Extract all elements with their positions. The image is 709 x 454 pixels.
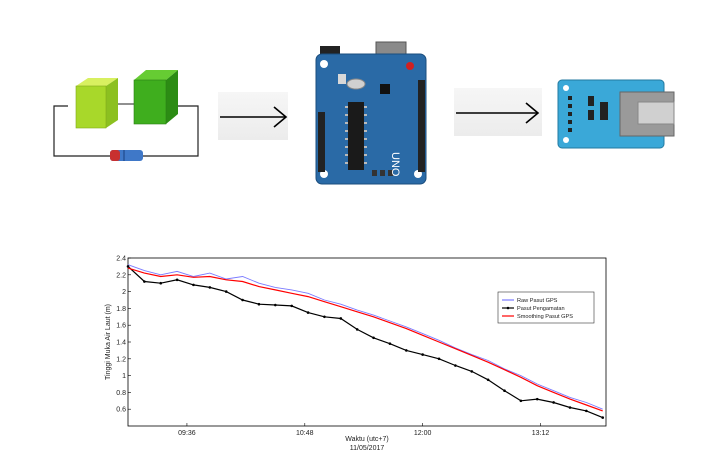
series-layer	[126, 264, 605, 419]
sd-card-module-icon	[557, 79, 675, 149]
observed-point	[290, 304, 293, 308]
observed-point	[241, 298, 244, 302]
observed-point	[552, 401, 555, 404]
arrow-panel-1	[218, 92, 288, 140]
series-raw-line	[127, 264, 603, 410]
observed-point	[568, 406, 572, 409]
observed-point	[339, 317, 343, 320]
observed-point	[175, 278, 179, 282]
observed-point	[208, 286, 212, 289]
y-tick-label: 1.8	[116, 306, 126, 313]
y-tick-label: 1.4	[116, 340, 126, 347]
observed-point	[535, 397, 539, 401]
arduino-uno-icon: UNO	[315, 41, 427, 185]
process-diagram: UNO	[0, 0, 709, 220]
observed-point	[404, 349, 408, 352]
x-tick-label: 09:36	[178, 430, 196, 437]
observed-point	[372, 336, 375, 340]
right-arrow-icon	[456, 102, 540, 124]
y-tick-label: 1.6	[116, 323, 126, 330]
solar-panel-circuit-icon	[53, 70, 199, 161]
observed-point	[388, 342, 392, 345]
legend-label-raw: Raw Pasut GPS	[517, 298, 558, 304]
observed-point	[486, 378, 490, 382]
observed-point	[519, 399, 523, 403]
x-axis-ticks: 09:36 10:48 12:00 13:12	[178, 423, 549, 437]
observed-point	[257, 302, 261, 306]
y-tick-label: 1	[122, 373, 126, 380]
x-tick-label: 13:12	[532, 430, 550, 437]
y-tick-label: 2.4	[116, 256, 126, 263]
legend: Raw Pasut GPS Pasut Pengamatan Smoothing…	[497, 291, 595, 324]
observed-point	[355, 328, 359, 331]
series-observed-line	[127, 265, 603, 419]
y-tick-label: 0.8	[116, 390, 126, 397]
legend-label-observed: Pasut Pengamatan	[517, 306, 565, 312]
y-axis-label: Tinggi Muka Air Laut (m)	[105, 304, 112, 380]
observed-point	[159, 281, 163, 285]
observed-point	[421, 353, 424, 356]
observed-point	[143, 280, 146, 283]
observed-point	[585, 409, 588, 413]
observed-point	[274, 303, 277, 307]
tide-chart: 0.6 0.8 1 1.2 1.4 1.6 1.8 2 2.2 2.4 09:36 10:48 12:…	[105, 256, 607, 452]
observed-point	[437, 357, 441, 361]
observed-point	[601, 416, 605, 419]
series-smooth-line	[127, 267, 603, 412]
y-tick-label: 2	[122, 289, 126, 296]
observed-point	[470, 370, 474, 373]
x-tick-label: 10:48	[296, 430, 314, 437]
observed-point	[224, 290, 228, 293]
observed-point	[126, 265, 130, 268]
observed-point	[503, 389, 506, 393]
observed-point	[306, 311, 310, 314]
observed-point	[454, 364, 457, 367]
x-tick-label: 12:00	[414, 430, 432, 437]
observed-point	[323, 315, 326, 319]
plot-area	[127, 257, 607, 427]
y-tick-label: 2.2	[116, 272, 126, 279]
y-tick-label: 1.2	[116, 356, 126, 363]
legend-marker-observed	[506, 306, 510, 310]
y-axis-ticks: 0.6 0.8 1 1.2 1.4 1.6 1.8 2 2.2 2.4	[116, 256, 131, 414]
y-tick-label: 0.6	[116, 407, 126, 414]
uno-board-label: UNO	[389, 152, 401, 177]
observed-point	[192, 283, 195, 287]
x-axis-date-label: 11/05/2017	[350, 445, 385, 452]
arrow-panel-2	[454, 88, 542, 136]
x-axis-label: Waktu (utc+7)	[345, 436, 389, 443]
legend-label-smooth: Smoothing Pasut GPS	[517, 314, 573, 320]
right-arrow-icon	[220, 106, 288, 128]
